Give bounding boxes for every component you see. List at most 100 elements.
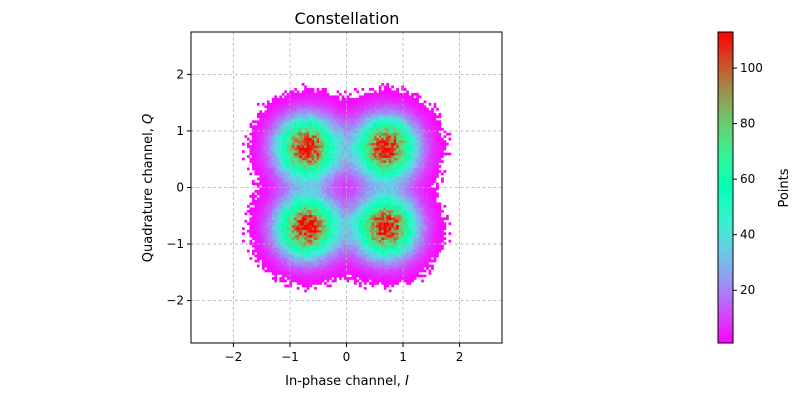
heatmap-cell bbox=[291, 229, 295, 233]
heatmap-cell bbox=[401, 222, 404, 226]
heatmap-cell bbox=[378, 127, 382, 131]
heatmap-cell bbox=[259, 212, 263, 216]
heatmap-cell bbox=[346, 244, 350, 248]
heatmap-cell bbox=[388, 242, 392, 245]
heatmap-cell bbox=[251, 120, 255, 124]
chart-title: Constellation bbox=[295, 9, 400, 28]
heatmap-cell bbox=[406, 172, 409, 176]
heatmap-cell bbox=[396, 152, 399, 156]
heatmap-cell bbox=[311, 182, 315, 186]
heatmap-cell bbox=[411, 252, 414, 255]
heatmap-cell bbox=[304, 214, 307, 218]
heatmap-cell bbox=[271, 142, 275, 146]
heatmap-cell bbox=[276, 155, 280, 158]
heatmap-cell bbox=[358, 214, 362, 218]
heatmap-cell bbox=[274, 182, 278, 186]
heatmap-cell bbox=[289, 274, 293, 278]
heatmap-cell bbox=[321, 167, 325, 171]
heatmap-cell bbox=[314, 274, 317, 278]
heatmap-cell bbox=[363, 237, 367, 240]
heatmap-cell bbox=[249, 239, 253, 243]
heatmap-cell bbox=[363, 105, 367, 109]
heatmap-cell bbox=[344, 204, 347, 208]
heatmap-cell bbox=[256, 185, 260, 188]
heatmap-cell bbox=[398, 147, 402, 151]
heatmap-cell bbox=[383, 257, 387, 260]
heatmap-cell bbox=[353, 125, 357, 129]
heatmap-cell bbox=[336, 162, 340, 166]
heatmap-cell bbox=[279, 202, 283, 206]
heatmap-cell bbox=[373, 95, 377, 99]
heatmap-cell bbox=[391, 234, 395, 238]
heatmap-cell bbox=[324, 212, 327, 216]
heatmap-cell bbox=[401, 132, 404, 136]
heatmap-cell bbox=[401, 177, 404, 181]
heatmap-cell bbox=[276, 257, 280, 260]
heatmap-cell bbox=[314, 237, 317, 240]
heatmap-cell bbox=[371, 145, 375, 148]
heatmap-cell bbox=[378, 194, 382, 198]
heatmap-cell bbox=[413, 155, 417, 158]
heatmap-cell bbox=[378, 162, 382, 166]
heatmap-cell bbox=[319, 115, 322, 119]
heatmap-cell bbox=[341, 227, 345, 231]
heatmap-cell bbox=[388, 232, 392, 236]
heatmap-cell bbox=[388, 197, 392, 201]
heatmap-cell bbox=[264, 120, 268, 124]
heatmap-cell bbox=[336, 170, 340, 173]
heatmap-cell bbox=[266, 147, 270, 151]
heatmap-cell bbox=[348, 92, 352, 96]
heatmap-cell bbox=[339, 272, 342, 275]
heatmap-cell bbox=[406, 207, 409, 211]
heatmap-cell bbox=[403, 107, 407, 111]
heatmap-cell bbox=[381, 267, 385, 270]
heatmap-cell bbox=[411, 95, 414, 99]
heatmap-cell bbox=[329, 130, 332, 134]
heatmap-cell bbox=[284, 254, 288, 258]
heatmap-cell bbox=[294, 172, 297, 176]
heatmap-cell bbox=[366, 112, 370, 116]
heatmap-cell bbox=[326, 167, 330, 171]
heatmap-cell bbox=[348, 202, 352, 206]
heatmap-cell bbox=[304, 110, 307, 114]
heatmap-cell bbox=[261, 259, 265, 263]
heatmap-cell bbox=[264, 219, 268, 223]
heatmap-cell bbox=[398, 130, 402, 134]
heatmap-cell bbox=[411, 107, 414, 111]
heatmap-cell bbox=[291, 199, 295, 203]
heatmap-cell bbox=[393, 140, 397, 143]
heatmap-cell bbox=[324, 202, 327, 206]
heatmap-cell bbox=[274, 130, 278, 134]
heatmap-cell bbox=[386, 252, 390, 255]
heatmap-cell bbox=[334, 177, 337, 181]
heatmap-cell bbox=[381, 152, 385, 156]
heatmap-cell bbox=[334, 105, 337, 109]
heatmap-cell bbox=[371, 259, 375, 263]
heatmap-cell bbox=[284, 185, 288, 188]
heatmap-cell bbox=[373, 262, 377, 265]
heatmap-cell bbox=[366, 219, 370, 223]
heatmap-cell bbox=[286, 242, 290, 245]
heatmap-cell bbox=[291, 204, 295, 208]
heatmap-cell bbox=[256, 232, 260, 236]
heatmap-cell bbox=[304, 95, 307, 99]
heatmap-cell bbox=[346, 185, 350, 188]
heatmap-cell bbox=[408, 212, 412, 216]
heatmap-cell bbox=[251, 237, 255, 240]
heatmap-cell bbox=[311, 165, 315, 168]
heatmap-cell bbox=[334, 212, 337, 216]
heatmap-cell bbox=[274, 187, 278, 191]
heatmap-cell bbox=[334, 199, 337, 203]
heatmap-cell bbox=[413, 145, 417, 148]
heatmap-cell bbox=[314, 232, 317, 236]
heatmap-cell bbox=[363, 259, 367, 263]
heatmap-cell bbox=[393, 232, 397, 236]
heatmap-cell bbox=[378, 197, 382, 201]
heatmap-cell bbox=[403, 155, 407, 158]
heatmap-cell bbox=[366, 117, 370, 121]
heatmap-cell bbox=[289, 229, 293, 233]
heatmap-cell bbox=[304, 122, 307, 126]
heatmap-cell bbox=[383, 125, 387, 129]
heatmap-cell bbox=[261, 242, 265, 245]
heatmap-cell bbox=[336, 90, 340, 94]
